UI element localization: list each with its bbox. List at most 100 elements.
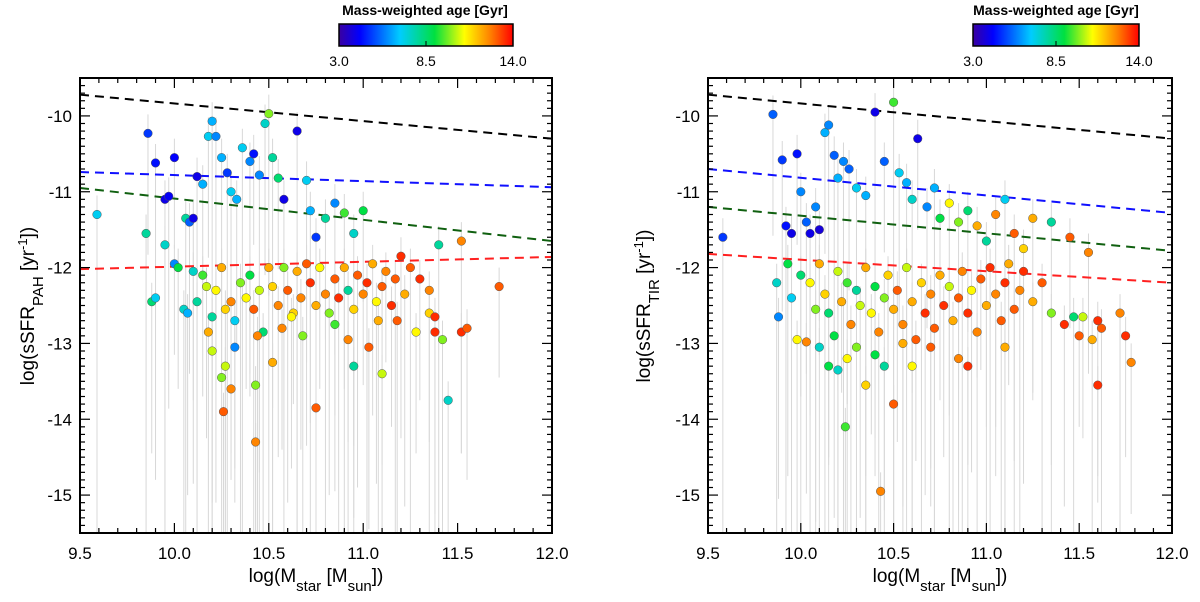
scatter-point [929, 323, 939, 333]
scatter-point [203, 327, 213, 337]
scatter-point [805, 278, 815, 288]
scatter-point [926, 289, 936, 299]
scatter-point [188, 213, 198, 223]
colorbar: Mass-weighted age [Gyr] 3.0 8.5 14.0 [963, 2, 1153, 69]
scatter-point [811, 202, 821, 212]
scatter-point [217, 263, 227, 273]
scatter-point [279, 194, 289, 204]
scatter-point [218, 407, 229, 417]
scatter-point [772, 278, 782, 288]
scatter-point [944, 281, 954, 292]
scatter-point [838, 156, 849, 166]
scatter-point [143, 128, 153, 138]
scatter-point [963, 361, 973, 371]
scatter-point [935, 270, 945, 280]
axis-ticks: 9.5 10.0 10.5 11.0 11.5 12.0 -10 -11 -12 -13 -14 -1… [47, 77, 569, 563]
colorbar-ticks: 3.0 8.5 14.0 [963, 41, 1153, 69]
scatter-point [902, 178, 912, 188]
scatter-point [768, 109, 778, 119]
scatter-point [320, 213, 330, 223]
scatter-point [358, 206, 368, 216]
reference-line-black [707, 93, 1173, 140]
scatter-point [922, 202, 932, 212]
reference-lines [79, 93, 553, 271]
scatter-point [235, 278, 246, 288]
scatter-point [273, 300, 283, 311]
scatter-point [400, 289, 410, 299]
scatter-point [320, 289, 330, 299]
scatter-point [1065, 232, 1075, 242]
scatter-point [889, 97, 899, 107]
scatter-point [792, 149, 802, 159]
scatter-point [381, 266, 391, 276]
scatter-point [198, 270, 208, 280]
scatter-point [226, 384, 236, 394]
scatter-point [851, 285, 862, 295]
scatter-point [330, 319, 340, 330]
scatter-point [1093, 316, 1103, 326]
colorbar-tick-label: 14.0 [1125, 53, 1152, 69]
scatter-point [415, 274, 425, 284]
scatter-point [889, 304, 899, 314]
scatter-point [981, 300, 991, 311]
scatter-point [820, 128, 830, 138]
scatter-point [201, 281, 212, 292]
y-tick-label: -14 [47, 410, 72, 429]
scatter-point [944, 198, 954, 208]
scatter-points [718, 97, 1136, 496]
scatter-point [192, 172, 202, 182]
scatter-point [967, 285, 977, 295]
scatter-point [220, 304, 230, 314]
scatter-point [833, 266, 843, 276]
scatter-point [411, 327, 421, 337]
scatter-point [377, 369, 387, 379]
scatter-point [814, 225, 824, 235]
scatter-point [811, 304, 821, 314]
scatter-point [207, 346, 217, 356]
scatter-point [842, 354, 852, 364]
chart-panel-tir: 9.5 10.0 10.5 11.0 11.5 12.0 -10 -11 -12 -13 -14 -1… [631, 2, 1189, 595]
scatter-point [277, 323, 287, 333]
y-tick-label: -10 [47, 107, 72, 126]
colorbar-tick-label: 3.0 [963, 53, 983, 69]
scatter-point [377, 281, 387, 292]
scatter-point [913, 134, 923, 144]
y-tick-label: -14 [675, 410, 700, 429]
scatter-point [343, 335, 353, 345]
scatter-point [160, 240, 170, 250]
scatter-point [349, 228, 359, 239]
scatter-point [902, 263, 912, 273]
scatter-point [870, 107, 880, 117]
scatter-point [976, 274, 986, 284]
scatter-point [222, 168, 232, 178]
scatter-point [935, 213, 945, 223]
x-tick-label: 9.5 [68, 544, 92, 563]
scatter-point [876, 486, 886, 496]
scatter-point [462, 323, 472, 333]
scatter-point [781, 221, 791, 231]
x-tick-label: 11.0 [970, 544, 1002, 563]
scatter-point [405, 263, 415, 273]
scatter-point [386, 300, 397, 311]
scatter-point [141, 228, 151, 239]
scatter-point [254, 285, 264, 295]
scatter-point [1126, 357, 1136, 367]
x-tick-label: 11.5 [1063, 544, 1095, 563]
scatter-point [251, 380, 261, 390]
scatter-point [1069, 312, 1079, 322]
scatter-point [907, 194, 917, 204]
scatter-point [1000, 342, 1010, 352]
scatter-point [786, 293, 797, 303]
reference-line-red [707, 252, 1173, 284]
scatter-point [870, 350, 880, 360]
x-tick-label: 12.0 [1155, 544, 1188, 563]
scatter-point [814, 342, 824, 352]
scatter-point [786, 228, 797, 239]
scatter-point [264, 263, 274, 273]
scatter-point [801, 337, 811, 347]
scatter-point [824, 308, 834, 318]
scatter-point [874, 327, 884, 337]
scatter-point [777, 155, 787, 165]
scatter-point [1009, 228, 1019, 239]
